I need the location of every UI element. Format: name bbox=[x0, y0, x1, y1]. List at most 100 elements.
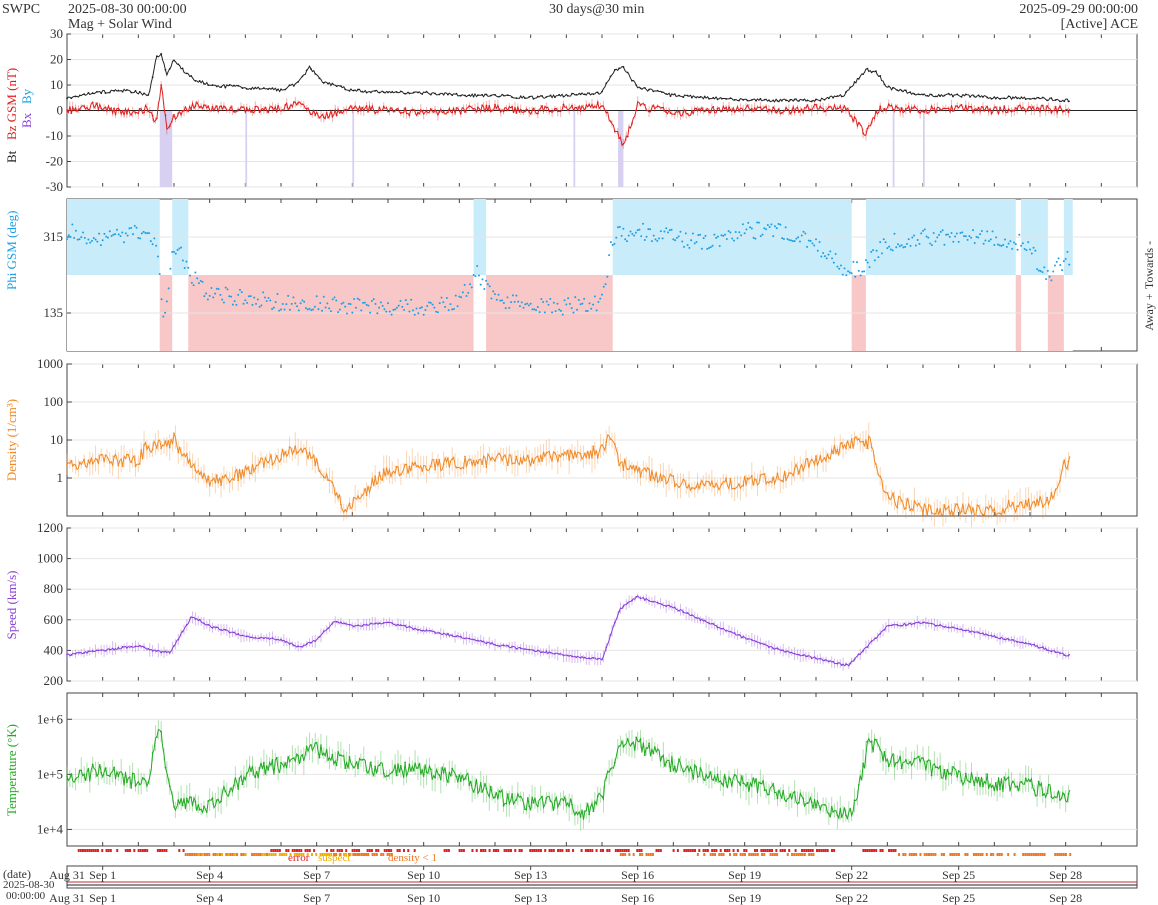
speed-series-point bbox=[262, 637, 265, 640]
phi-point bbox=[559, 309, 562, 312]
quality-mark bbox=[645, 853, 648, 856]
bz-series-point bbox=[780, 112, 783, 114]
bz-series-point bbox=[267, 111, 270, 114]
speed-series-point bbox=[917, 621, 920, 624]
phi-point bbox=[370, 300, 373, 303]
bt-series-point bbox=[340, 85, 342, 87]
phi-point bbox=[872, 249, 875, 252]
temperature-series-point bbox=[669, 770, 672, 773]
temperature-series-point bbox=[1063, 793, 1066, 796]
temperature-series-point bbox=[862, 762, 864, 765]
date-tick-label: Sep 22 bbox=[835, 868, 868, 882]
quality-mark bbox=[293, 853, 296, 856]
phi-point bbox=[67, 234, 70, 237]
quality-mark bbox=[535, 849, 538, 852]
phi-point bbox=[92, 236, 95, 239]
temperature-series-point bbox=[964, 772, 967, 775]
bt-series-point bbox=[845, 91, 847, 93]
density-series-point bbox=[173, 432, 175, 435]
density-series-point bbox=[511, 462, 514, 465]
bt-series-point bbox=[378, 91, 381, 94]
phi-point bbox=[1057, 257, 1060, 260]
bz-series-point bbox=[284, 104, 287, 106]
phi-point bbox=[1059, 263, 1062, 266]
speed-series-point bbox=[190, 616, 193, 619]
bz-series-point bbox=[746, 104, 749, 107]
quality-mark bbox=[919, 853, 922, 856]
phi-point bbox=[205, 292, 208, 295]
speed-series-point bbox=[74, 652, 77, 655]
phi-point bbox=[358, 298, 361, 301]
quality-mark bbox=[332, 849, 335, 852]
quality-mark bbox=[81, 849, 84, 852]
bt-series-point bbox=[635, 84, 638, 87]
quality-mark bbox=[137, 849, 140, 852]
phi-point bbox=[383, 308, 386, 311]
phi-point bbox=[763, 227, 766, 230]
negative-bz-shade bbox=[892, 110, 895, 187]
phi-point bbox=[593, 295, 596, 298]
speed-series-point bbox=[639, 597, 642, 600]
phi-point bbox=[1043, 266, 1046, 269]
phi-point bbox=[249, 295, 252, 298]
phi-point bbox=[171, 250, 174, 253]
quality-mark bbox=[300, 853, 303, 856]
quality-mark bbox=[165, 849, 168, 852]
bt-series-point bbox=[596, 91, 599, 94]
quality-mark bbox=[253, 853, 256, 856]
phi-point bbox=[133, 224, 136, 227]
phi-point bbox=[775, 227, 778, 230]
speed-series-point bbox=[913, 622, 916, 625]
temperature-series-point bbox=[455, 775, 458, 778]
speed-series-point bbox=[793, 652, 796, 655]
phi-point bbox=[827, 253, 830, 256]
bz-series-point bbox=[130, 113, 133, 116]
temperature-series-point bbox=[733, 774, 736, 776]
quality-mark bbox=[319, 853, 322, 856]
density-series-point bbox=[340, 503, 342, 506]
speed-series-point bbox=[1041, 646, 1044, 648]
density-series-point bbox=[241, 469, 244, 471]
speed-series-point bbox=[780, 649, 783, 652]
density-series-point bbox=[459, 467, 462, 470]
speed-series-point bbox=[155, 650, 158, 652]
quality-mark bbox=[1037, 853, 1040, 856]
bt-series-point bbox=[305, 69, 308, 72]
bt-series-point bbox=[404, 92, 407, 95]
quality-mark bbox=[295, 853, 298, 856]
quality-mark bbox=[77, 849, 80, 852]
quality-mark bbox=[599, 849, 602, 852]
bt-series-point bbox=[673, 93, 676, 96]
bz-series-point bbox=[549, 110, 552, 113]
quality-mark bbox=[904, 853, 907, 856]
density-series-point bbox=[990, 506, 993, 509]
phi-point bbox=[583, 297, 586, 300]
density-series-point bbox=[592, 445, 595, 448]
phi-point bbox=[879, 241, 882, 244]
phi-point bbox=[629, 230, 632, 233]
bz-series-point bbox=[421, 110, 424, 113]
temperature-series-point bbox=[147, 781, 150, 784]
bt-series-point bbox=[626, 71, 629, 74]
phi-point bbox=[818, 241, 821, 244]
phi-point bbox=[932, 231, 935, 234]
speed-series-point bbox=[515, 647, 518, 650]
bz-series-point bbox=[554, 108, 556, 110]
quality-mark bbox=[745, 849, 748, 852]
quality-mark bbox=[833, 849, 836, 852]
phi-point bbox=[331, 298, 334, 301]
phi-point bbox=[533, 308, 536, 311]
phi-point bbox=[925, 235, 928, 238]
phi-point bbox=[278, 309, 281, 312]
quality-mark bbox=[370, 849, 373, 852]
date-tick-label-lower: Aug 31 bbox=[49, 891, 85, 905]
phi-point bbox=[638, 228, 641, 231]
bt-series-point bbox=[558, 93, 561, 96]
speed-series-point bbox=[904, 624, 907, 627]
date-axis-start: 2025-08-30 bbox=[3, 879, 55, 891]
bt-series-point bbox=[181, 67, 184, 70]
bt-series-point bbox=[147, 94, 150, 96]
density-series-point bbox=[712, 485, 715, 488]
bz-series-point bbox=[562, 103, 565, 106]
quality-mark bbox=[328, 853, 331, 856]
